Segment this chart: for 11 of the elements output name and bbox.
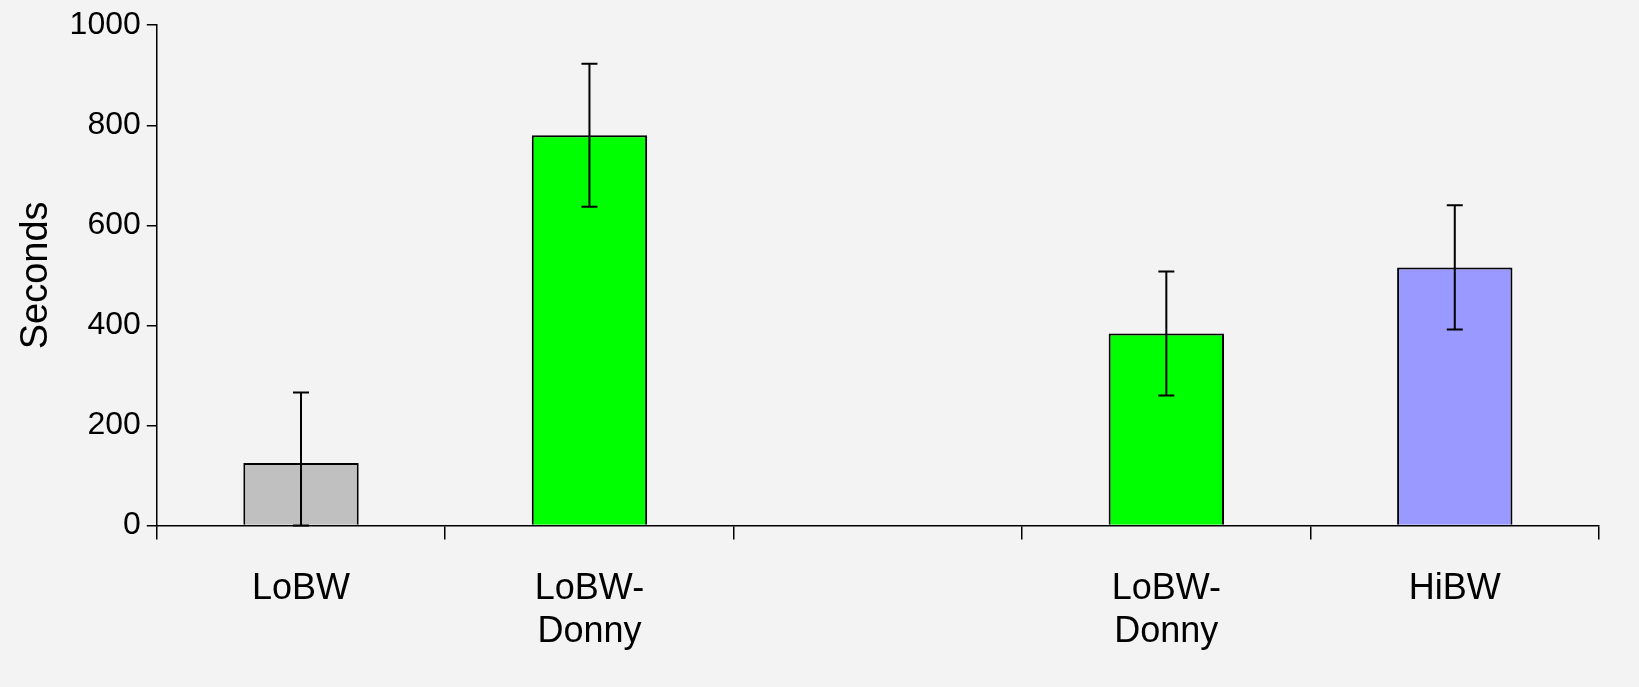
- y-tick-label: 800: [87, 105, 141, 142]
- y-tick-label: 400: [87, 305, 141, 342]
- x-tick-label: HiBW: [1408, 566, 1501, 608]
- x-tick-label: LoBW-Donny: [1111, 566, 1222, 651]
- y-tick-label: 200: [87, 405, 141, 442]
- y-tick-label: 600: [87, 205, 141, 242]
- x-tick-label: LoBW: [251, 566, 351, 608]
- y-tick-label: 0: [122, 505, 141, 542]
- x-tick-label: LoBW-Donny: [534, 566, 645, 651]
- y-tick-label: 1000: [69, 5, 141, 42]
- y-axis-title: Seconds: [13, 201, 56, 350]
